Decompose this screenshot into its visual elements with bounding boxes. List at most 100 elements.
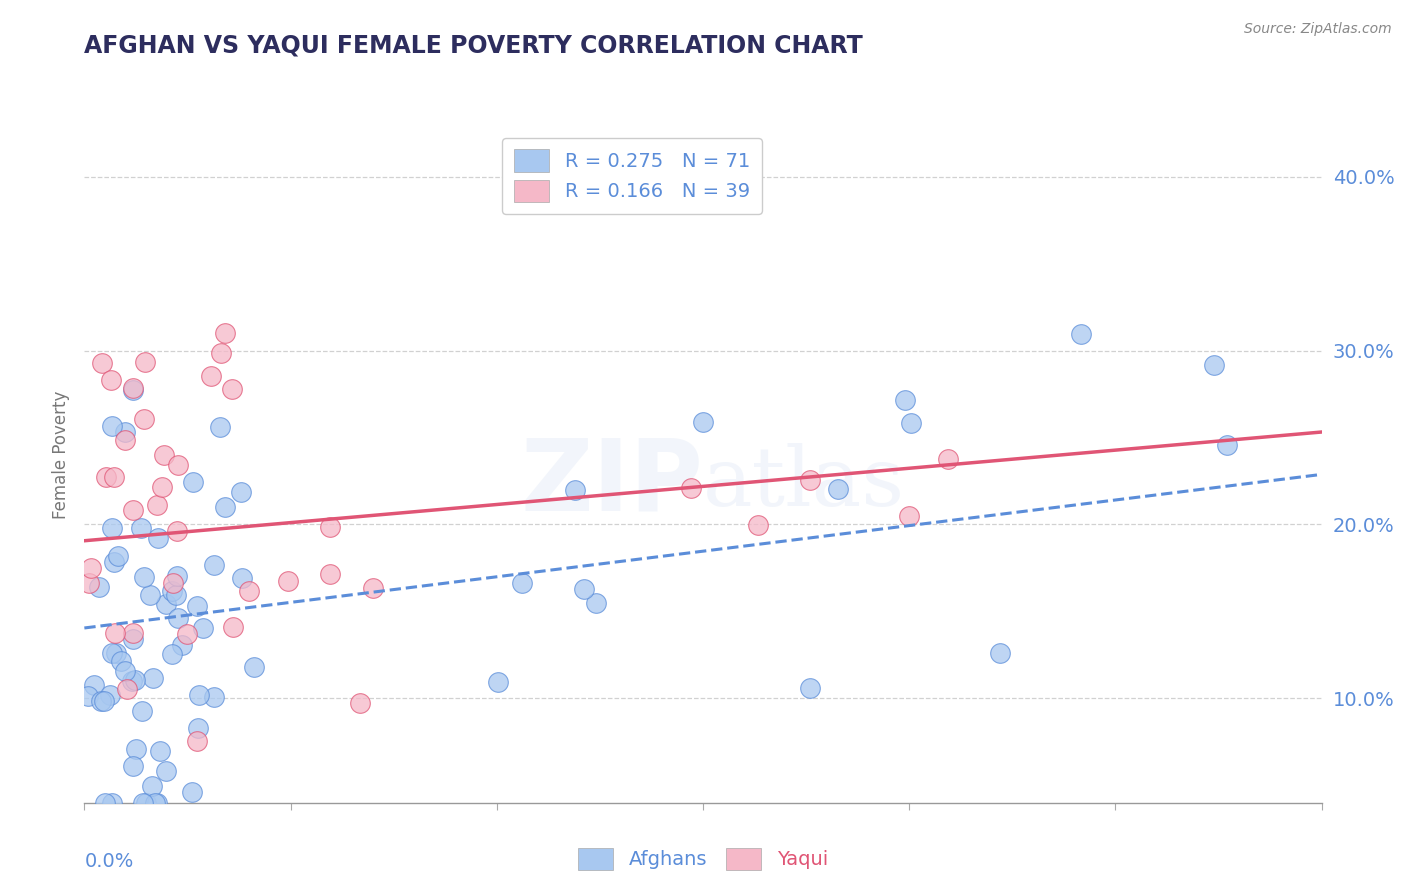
Point	[131, 704, 153, 718]
Point	[827, 482, 849, 496]
Point	[152, 448, 174, 462]
Point	[1216, 437, 1239, 451]
Point	[486, 674, 509, 689]
Text: Source: ZipAtlas.com: Source: ZipAtlas.com	[1244, 22, 1392, 37]
Point	[349, 696, 371, 710]
Point	[799, 681, 821, 695]
Point	[100, 646, 122, 660]
Point	[585, 596, 607, 610]
Point	[160, 647, 183, 661]
Point	[104, 647, 127, 661]
Point	[214, 500, 236, 515]
Point	[131, 521, 153, 535]
Point	[122, 381, 145, 395]
Point	[200, 369, 222, 384]
Point	[104, 625, 127, 640]
Point	[572, 582, 595, 597]
Point	[187, 721, 209, 735]
Point	[319, 566, 342, 581]
Point	[564, 483, 586, 498]
Point	[155, 597, 177, 611]
Point	[110, 654, 132, 668]
Point	[90, 694, 112, 708]
Point	[747, 518, 769, 533]
Point	[799, 473, 821, 487]
Point	[214, 326, 236, 340]
Point	[155, 764, 177, 778]
Point	[900, 417, 922, 431]
Point	[319, 520, 342, 534]
Point	[131, 796, 153, 810]
Point	[87, 580, 110, 594]
Text: AFGHAN VS YAQUI FEMALE POVERTY CORRELATION CHART: AFGHAN VS YAQUI FEMALE POVERTY CORRELATI…	[84, 34, 863, 58]
Point	[80, 561, 103, 575]
Point	[103, 555, 125, 569]
Point	[162, 576, 184, 591]
Point	[141, 779, 163, 793]
Point	[894, 393, 917, 408]
Point	[692, 415, 714, 429]
Point	[101, 521, 124, 535]
Point	[166, 524, 188, 538]
Point	[183, 475, 205, 489]
Point	[193, 621, 215, 635]
Point	[510, 575, 533, 590]
Point	[681, 481, 703, 495]
Point	[898, 509, 921, 524]
Point	[143, 796, 166, 810]
Point	[936, 451, 959, 466]
Point	[149, 744, 172, 758]
Point	[101, 419, 124, 434]
Point	[83, 678, 105, 692]
Text: ZIP: ZIP	[520, 434, 703, 532]
Point	[122, 632, 145, 647]
Point	[142, 671, 165, 685]
Legend: R = 0.275   N = 71, R = 0.166   N = 39: R = 0.275 N = 71, R = 0.166 N = 39	[502, 137, 762, 214]
Point	[114, 425, 136, 439]
Point	[94, 469, 117, 483]
Point	[132, 411, 155, 425]
Point	[1070, 327, 1092, 342]
Point	[132, 570, 155, 584]
Point	[98, 689, 121, 703]
Point	[222, 620, 245, 634]
Point	[94, 796, 117, 810]
Point	[114, 433, 136, 447]
Point	[121, 673, 143, 688]
Point	[77, 689, 100, 703]
Point	[139, 588, 162, 602]
Point	[93, 694, 115, 708]
Point	[134, 355, 156, 369]
Point	[238, 584, 260, 599]
Point	[361, 582, 384, 596]
Point	[180, 785, 202, 799]
Point	[167, 458, 190, 472]
Point	[166, 569, 188, 583]
Text: atlas: atlas	[703, 442, 905, 523]
Point	[170, 638, 193, 652]
Point	[186, 599, 208, 613]
Point	[165, 588, 187, 602]
Point	[121, 626, 143, 640]
Text: 0.0%: 0.0%	[84, 852, 134, 871]
Point	[114, 665, 136, 679]
Y-axis label: Female Poverty: Female Poverty	[52, 391, 70, 519]
Point	[209, 345, 232, 359]
Point	[100, 373, 122, 387]
Point	[91, 356, 114, 370]
Point	[243, 660, 266, 674]
Point	[121, 759, 143, 773]
Point	[202, 690, 225, 704]
Point	[122, 503, 145, 517]
Point	[277, 574, 299, 588]
Point	[115, 682, 138, 697]
Point	[150, 479, 173, 493]
Point	[124, 673, 146, 687]
Point	[125, 741, 148, 756]
Point	[107, 549, 129, 563]
Point	[231, 484, 253, 499]
Point	[146, 796, 169, 810]
Point	[135, 796, 157, 810]
Point	[103, 470, 125, 484]
Point	[990, 646, 1012, 660]
